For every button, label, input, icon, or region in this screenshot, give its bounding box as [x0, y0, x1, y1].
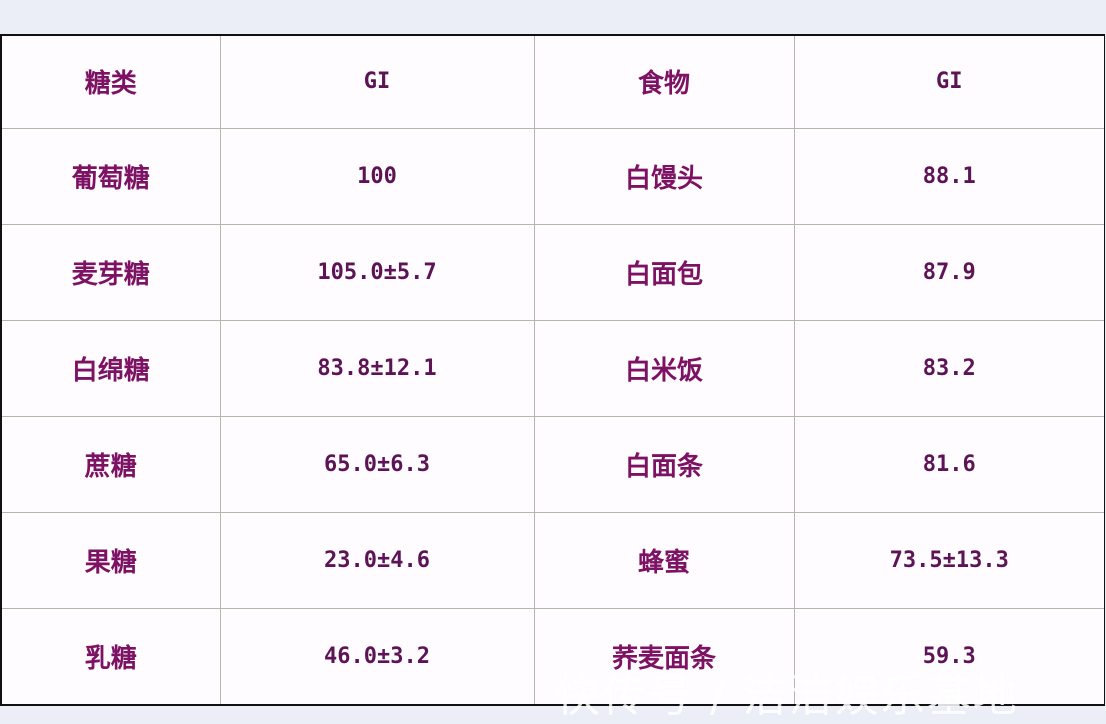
name-cell: 果糖: [2, 512, 221, 610]
name-cell: 白面包: [533, 223, 795, 321]
table-row: 蔗糖 65.0±6.3 白面条 81.6: [2, 416, 1104, 514]
gi-cell: 83.8±12.1: [219, 319, 535, 418]
table-row: 麦芽糖 105.0±5.7 白面包 87.9: [2, 223, 1104, 321]
name-cell: 葡萄糖: [2, 127, 221, 225]
gi-cell: 105.0±5.7: [219, 223, 535, 321]
table-row: 葡萄糖 100 白馒头 88.1: [2, 127, 1104, 225]
name-cell: 白面条: [533, 416, 795, 514]
gi-cell: 83.2: [793, 319, 1104, 418]
name-cell: 白绵糖: [2, 319, 221, 418]
column-header: 食物: [533, 36, 795, 129]
name-cell: 白馒头: [533, 127, 795, 225]
table-row: 果糖 23.0±4.6 蜂蜜 73.5±13.3: [2, 512, 1104, 610]
name-cell: 蔗糖: [2, 416, 221, 514]
gi-cell: 46.0±3.2: [219, 608, 535, 704]
watermark: 快传号 / 洁洁娱乐基地: [556, 671, 1019, 722]
name-cell: 白米饭: [533, 319, 795, 418]
gi-cell: 73.5±13.3: [793, 512, 1104, 610]
column-header: GI: [219, 36, 535, 129]
table-row: 白绵糖 83.8±12.1 白米饭 83.2: [2, 319, 1104, 418]
name-cell: 蜂蜜: [533, 512, 795, 610]
name-cell: 麦芽糖: [2, 223, 221, 321]
name-cell: 乳糖: [2, 608, 221, 704]
gi-table: 糖类 GI 食物 GI 葡萄糖 100 白馒头 88.1 麦芽糖 105.0±5.7 白面包 87.9…: [0, 34, 1105, 706]
gi-cell: 59.3: [793, 608, 1104, 704]
column-header: GI: [793, 36, 1104, 129]
gi-cell: 23.0±4.6: [219, 512, 535, 610]
header-row: 糖类 GI 食物 GI: [2, 36, 1104, 129]
gi-cell: 100: [219, 127, 535, 225]
gi-cell: 87.9: [793, 223, 1104, 321]
column-header: 糖类: [2, 36, 221, 129]
gi-cell: 81.6: [793, 416, 1104, 514]
table-row: 乳糖 46.0±3.2 荞麦面条 59.3: [2, 608, 1104, 704]
gi-cell: 88.1: [793, 127, 1104, 225]
gi-cell: 65.0±6.3: [219, 416, 535, 514]
name-cell: 荞麦面条: [533, 608, 795, 704]
